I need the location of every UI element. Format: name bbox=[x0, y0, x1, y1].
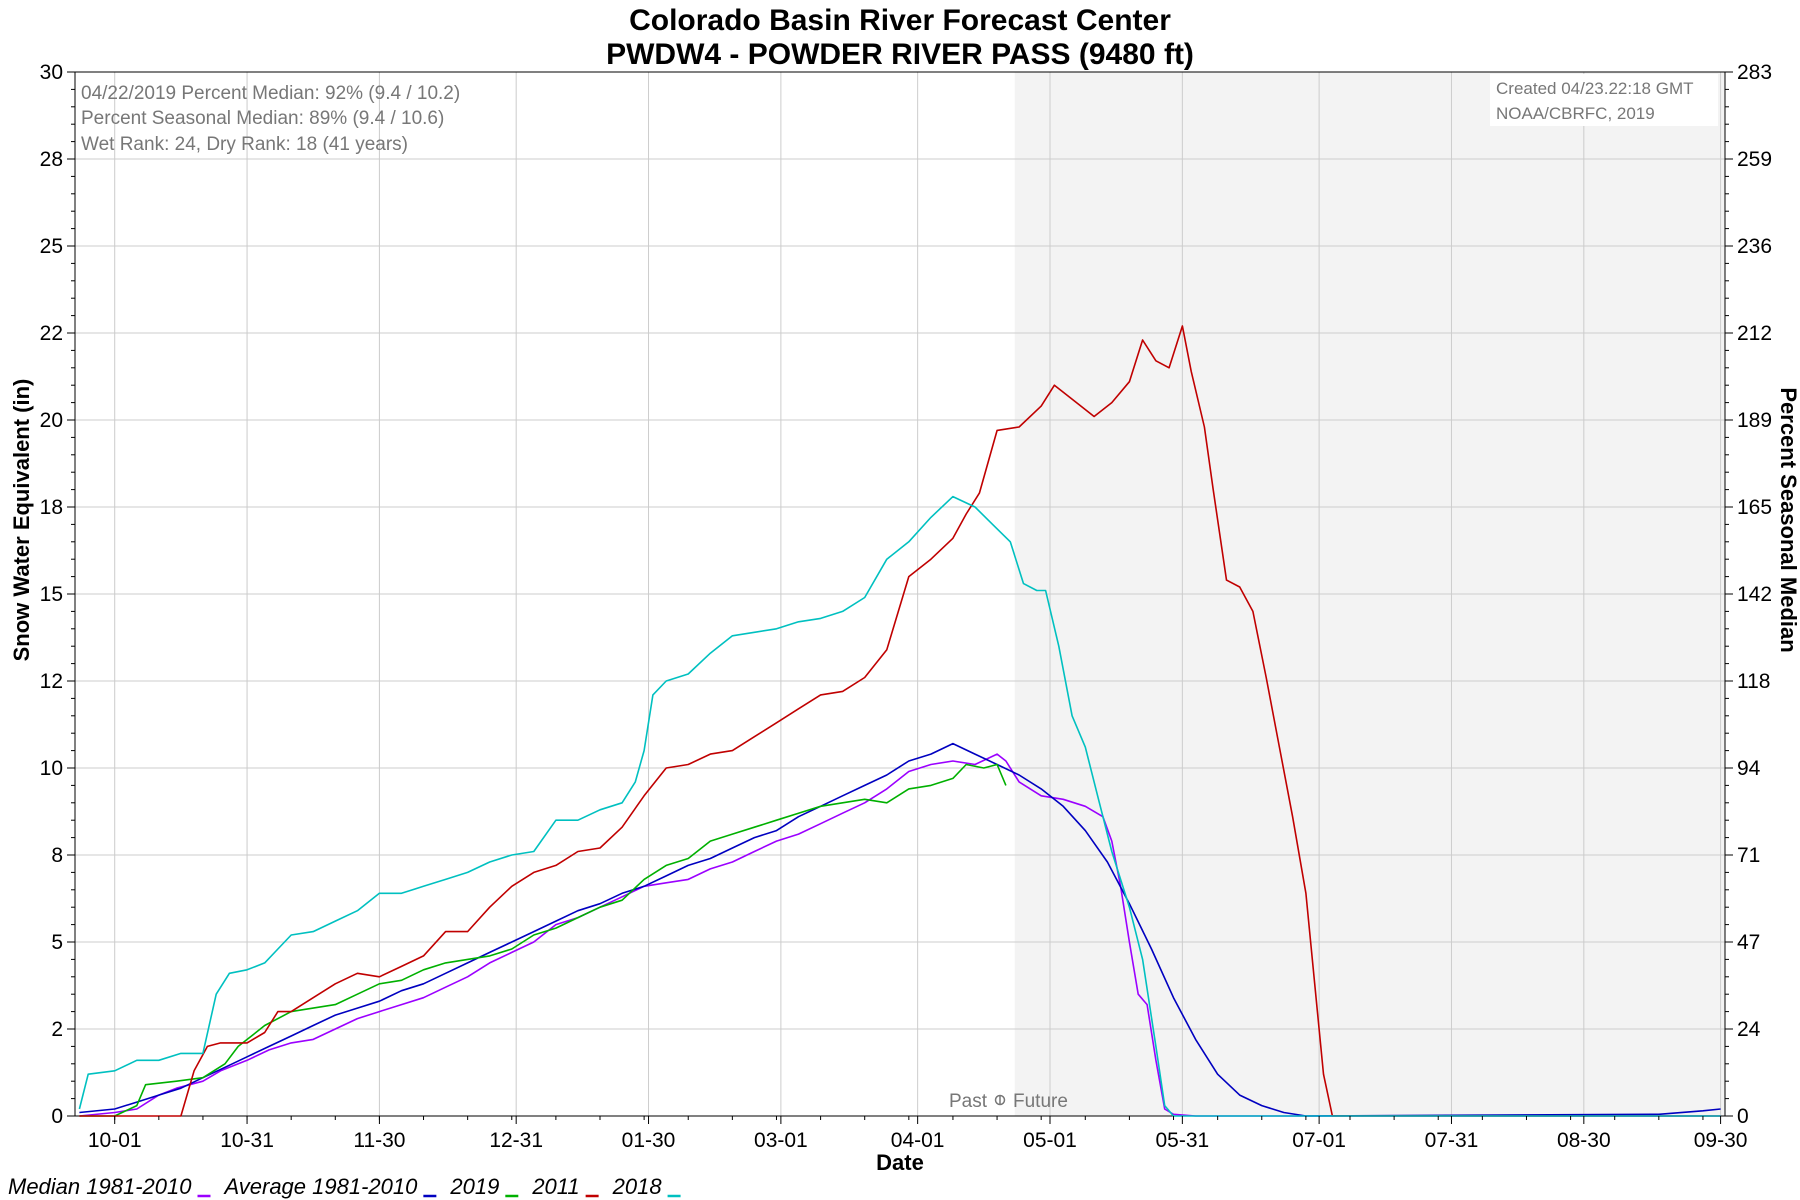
y-tick-label: 20 bbox=[40, 409, 63, 432]
past-future-marker: Past Future bbox=[949, 1091, 1068, 1112]
legend-entry-label: 2011 bbox=[531, 1174, 579, 1199]
created-box: Created 04/23.22:18 GMT NOAA/CBRFC, 2019 bbox=[1490, 74, 1718, 126]
y2-tick-label: 236 bbox=[1737, 235, 1772, 258]
y-tick-label: 8 bbox=[51, 844, 63, 867]
y-tick-label: 12 bbox=[40, 670, 63, 693]
x-tick-label: 01-30 bbox=[622, 1129, 676, 1152]
y-tick-label: 28 bbox=[40, 148, 63, 171]
series-line bbox=[79, 742, 1721, 1117]
past-label: Past bbox=[949, 1091, 988, 1112]
y2-tick-label: 0 bbox=[1737, 1105, 1749, 1128]
y-tick-label: 2 bbox=[51, 1018, 63, 1041]
info-line: 04/22/2019 Percent Median: 92% (9.4 / 10… bbox=[81, 83, 460, 104]
y-tick-label: 10 bbox=[40, 757, 63, 780]
x-tick-label: 03-01 bbox=[754, 1129, 808, 1152]
y-tick-label: 25 bbox=[40, 235, 63, 258]
y-tick-label: 22 bbox=[40, 322, 63, 345]
y2-tick-label: 47 bbox=[1737, 931, 1760, 954]
y2-tick-label: 165 bbox=[1737, 496, 1772, 519]
x-tick-label: 10-31 bbox=[220, 1129, 274, 1152]
y-tick-label: 5 bbox=[51, 931, 63, 954]
future-label: Future bbox=[1013, 1091, 1068, 1112]
x-tick-label: 12-31 bbox=[489, 1129, 543, 1152]
series-line bbox=[79, 325, 1721, 1117]
legend-entry-label: 2019 bbox=[449, 1174, 499, 1199]
chart-subtitle: PWDW4 - POWDER RIVER PASS (9480 ft) bbox=[606, 38, 1194, 71]
legend-entry-label: Median 1981-2010 bbox=[8, 1174, 192, 1199]
x-tick-label: 05-01 bbox=[1023, 1129, 1077, 1152]
x-axis-title: Date bbox=[876, 1150, 924, 1175]
y-axis-title: Snow Water Equivalent (in) bbox=[9, 379, 34, 662]
x-tick-label: 07-01 bbox=[1292, 1129, 1346, 1152]
legend: Median 1981-2010 Average 1981-2010 2019 201… bbox=[8, 1174, 681, 1199]
created-line: Created 04/23.22:18 GMT bbox=[1496, 79, 1694, 98]
y2-tick-label: 259 bbox=[1737, 148, 1772, 171]
y2-axis-title: Percent Seasonal Median bbox=[1776, 387, 1800, 652]
x-tick-label: 10-01 bbox=[88, 1129, 142, 1152]
y2-tick-label: 118 bbox=[1737, 670, 1770, 693]
y2-tick-label: 283 bbox=[1737, 61, 1772, 84]
created-line: NOAA/CBRFC, 2019 bbox=[1496, 104, 1655, 123]
ticks-layer: 0258101215182022252830024477194118142165… bbox=[40, 61, 1772, 1152]
y2-tick-label: 189 bbox=[1737, 409, 1772, 432]
gridlines bbox=[75, 71, 1725, 1117]
series-layer bbox=[78, 325, 1721, 1117]
x-tick-label: 09-30 bbox=[1694, 1129, 1748, 1152]
legend-entry-label: 2018 bbox=[612, 1174, 663, 1199]
chart-title: Colorado Basin River Forecast Center bbox=[629, 4, 1171, 37]
created-box-background bbox=[1490, 74, 1718, 126]
y-tick-label: 15 bbox=[40, 583, 63, 606]
x-tick-label: 05-31 bbox=[1155, 1129, 1209, 1152]
series-line bbox=[78, 495, 1721, 1117]
y2-tick-label: 142 bbox=[1737, 583, 1772, 606]
x-tick-label: 04-01 bbox=[891, 1129, 945, 1152]
y-tick-label: 0 bbox=[51, 1105, 63, 1128]
x-tick-label: 11-30 bbox=[353, 1129, 405, 1152]
x-tick-label: 08-30 bbox=[1557, 1129, 1611, 1152]
series-line bbox=[79, 753, 1721, 1117]
legend-entry-label: Average 1981-2010 bbox=[222, 1174, 418, 1199]
x-tick-label: 07-31 bbox=[1425, 1129, 1479, 1152]
info-line: Wet Rank: 24, Dry Rank: 18 (41 years) bbox=[81, 134, 408, 155]
y2-tick-label: 71 bbox=[1737, 844, 1760, 867]
info-box: 04/22/2019 Percent Median: 92% (9.4 / 10… bbox=[81, 83, 460, 155]
y2-tick-label: 212 bbox=[1737, 322, 1772, 345]
y-tick-label: 18 bbox=[40, 496, 63, 519]
info-line: Percent Seasonal Median: 89% (9.4 / 10.6… bbox=[81, 108, 444, 129]
y2-tick-label: 24 bbox=[1737, 1018, 1761, 1041]
y-tick-label: 30 bbox=[40, 61, 63, 84]
past-future-divider-icon bbox=[994, 1094, 1006, 1106]
y2-tick-label: 94 bbox=[1737, 757, 1761, 780]
